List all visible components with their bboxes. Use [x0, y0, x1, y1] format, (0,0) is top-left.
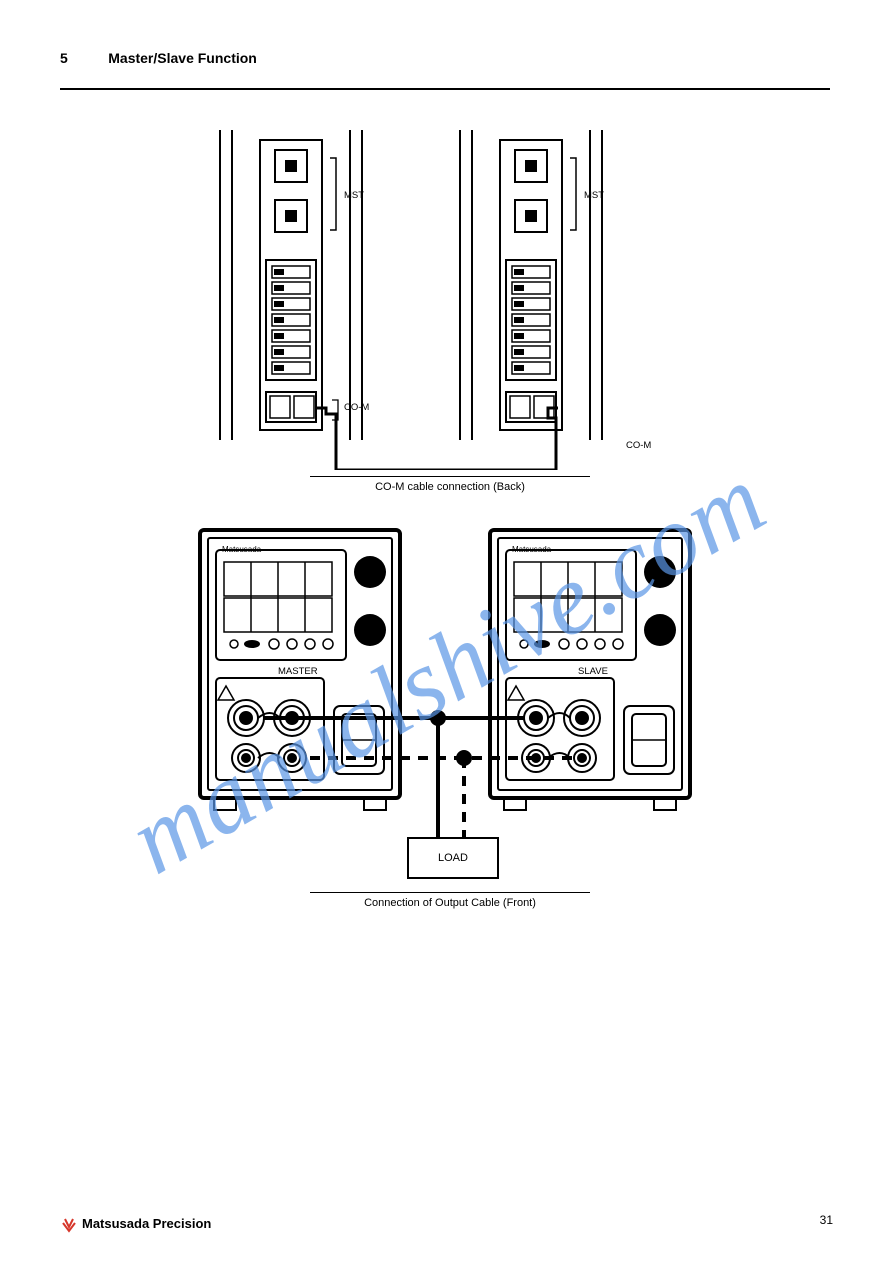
mst-label-1: MST: [344, 190, 364, 201]
com-label-1: CO-M: [344, 402, 369, 413]
fig2-caption: Connection of Output Cable (Front): [180, 897, 720, 909]
page-number: 31: [820, 1213, 833, 1227]
back-diagram: [200, 130, 700, 470]
load-label: LOAD: [438, 852, 468, 864]
figure-front: Matsusada Matsusada MASTER SLAVE LOAD Co…: [180, 520, 720, 909]
section-title: Master/Slave Function: [108, 50, 257, 66]
fig1-caption: CO-M cable connection (Back): [200, 481, 700, 493]
footer-brand: Matsusada Precision: [82, 1216, 211, 1231]
brand-1: Matsusada: [222, 545, 261, 554]
com-label-2: CO-M: [626, 440, 651, 451]
mst-label-2: MST: [584, 190, 604, 201]
slave-label: SLAVE: [578, 666, 608, 677]
footer: Matsusada Precision: [60, 1215, 211, 1233]
header-rule: [60, 88, 830, 90]
brand-2: Matsusada: [512, 545, 551, 554]
figure-back: MST MST CO-M CO-M CO-M cable connection …: [200, 130, 700, 493]
fig2-rule: [310, 892, 590, 893]
master-label: MASTER: [278, 666, 318, 677]
logo-icon: [60, 1215, 78, 1233]
front-diagram: [180, 520, 720, 890]
fig1-rule: [310, 476, 590, 477]
section-number: 5: [60, 50, 68, 66]
